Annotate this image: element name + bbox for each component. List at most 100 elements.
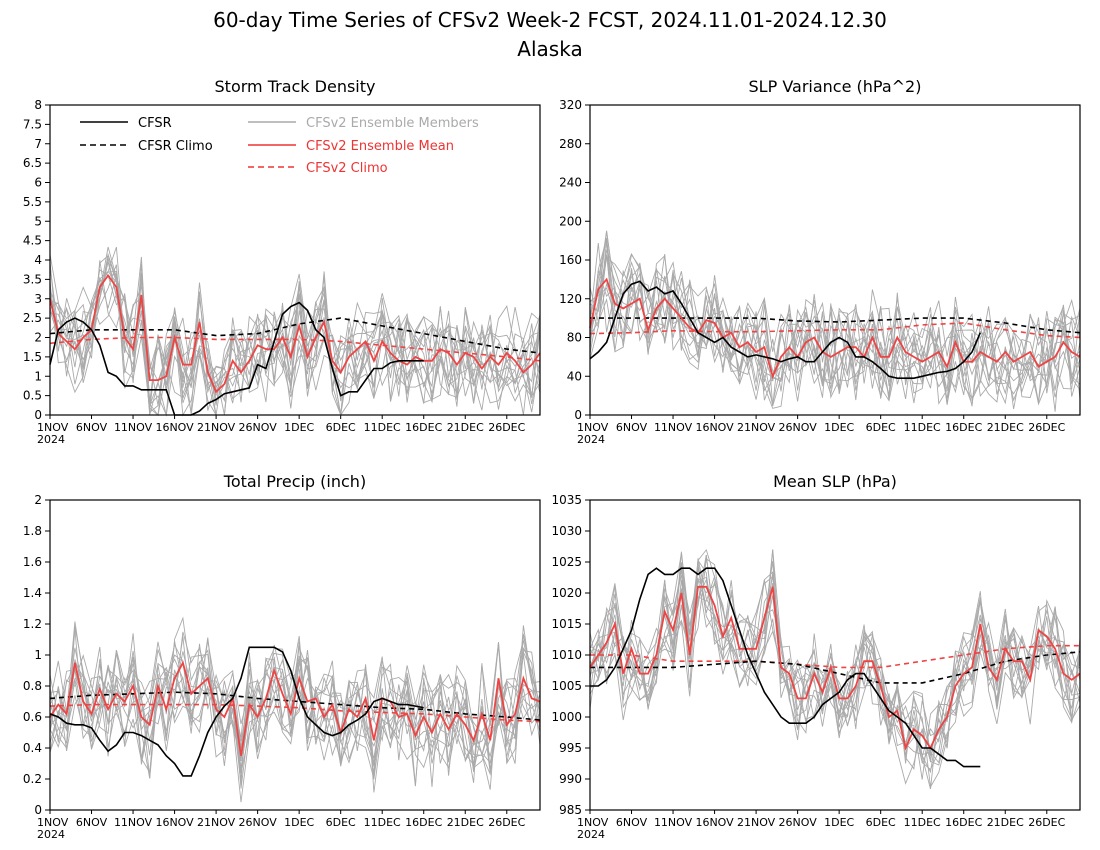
x-tick-label: 1NOV (37, 816, 69, 829)
main-subtitle: Alaska (517, 37, 582, 61)
y-tick-label: 1.8 (23, 524, 42, 538)
y-tick-label: 80 (567, 331, 582, 345)
x-tick-label: 26DEC (488, 421, 525, 434)
ensemble-member-line (589, 238, 1081, 407)
panel-4: Mean SLP (hPa) 985 990 995 1000 1005 1010 1015 1… (551, 472, 1081, 841)
y-tick-label: 1035 (551, 493, 582, 507)
ensemble-member-line (49, 271, 541, 404)
y-tick-label: 1.2 (23, 617, 42, 631)
x-tick-label: 16NOV (155, 421, 194, 434)
ensemble-member-line (49, 270, 541, 403)
y-tick-label: 280 (559, 137, 582, 151)
y-tick-label: 4 (34, 253, 42, 267)
x-tick-label: 6DEC (866, 816, 896, 829)
ensemble-member-line (49, 255, 541, 416)
plot-frame (589, 499, 1081, 811)
x-tick-label: 21NOV (737, 421, 776, 434)
series-cfsr-climo (590, 317, 1081, 334)
x-tick-label: 1DEC (824, 421, 854, 434)
panel-title: Mean SLP (hPa) (773, 472, 897, 491)
x-tick-label: 11DEC (364, 816, 401, 829)
x-tick-label: 1DEC (284, 421, 314, 434)
y-tick-label: 1.5 (23, 350, 42, 364)
x-tick-label: 1DEC (284, 816, 314, 829)
y-tick-label: 0.2 (23, 772, 42, 786)
x-tick-label: 21DEC (987, 421, 1024, 434)
x-tick-label: 26NOV (239, 421, 278, 434)
ensemble-member-line (49, 646, 541, 785)
y-tick-label: 0.5 (23, 389, 42, 403)
y-tick-label: 1 (34, 648, 42, 662)
ensemble-member-line (589, 549, 1081, 774)
x-tick-label: 11DEC (904, 816, 941, 829)
x-tick-label: 16DEC (405, 421, 442, 434)
y-tick-label: 0.6 (23, 710, 42, 724)
ensemble-member-line (589, 254, 1081, 407)
series-cfsv2-ensemble-mean (49, 660, 541, 756)
x-tick-label: 11NOV (114, 816, 153, 829)
y-tick-label: 1.4 (23, 586, 42, 600)
ensemble-members (589, 230, 1081, 412)
series-cfsr (49, 646, 424, 777)
panel-1: Storm Track Density 0 0.5 1 1.5 2 2.5 3 3.5 4 4.5 5… (23, 77, 541, 446)
ensemble-member-line (49, 631, 541, 779)
x-tick-label: 26NOV (779, 816, 818, 829)
x-tick-label: 11DEC (904, 421, 941, 434)
x-tick-label: 1NOV (577, 421, 609, 434)
y-tick-label: 1020 (551, 586, 582, 600)
panel-3: Total Precip (inch) 0 0.2 0.4 0.6 0.8 1 1.2 1.4 1… (23, 472, 541, 841)
series-cfsv2-climo (49, 703, 541, 723)
x-tick-label: 11NOV (114, 421, 153, 434)
plot-frame (49, 104, 541, 416)
x-tick-label: 26DEC (1028, 421, 1065, 434)
ensemble-member-line (589, 571, 1081, 780)
ensemble-member-line (49, 640, 541, 803)
panel-2: SLP Variance (hPa^2) 0 40 80 120 160 200 240 280… (559, 77, 1081, 446)
y-tick-label: 1025 (551, 555, 582, 569)
y-tick-label: 320 (559, 98, 582, 112)
x-year-label: 2024 (577, 433, 605, 446)
x-tick-label: 16DEC (405, 816, 442, 829)
x-tick-label: 16DEC (945, 816, 982, 829)
y-tick-label: 0 (574, 408, 582, 422)
panel-title: Storm Track Density (215, 77, 376, 96)
ensemble-member-line (589, 567, 1081, 790)
series-cfsv2-ensemble-mean (49, 273, 541, 394)
x-tick-label: 26NOV (239, 816, 278, 829)
y-tick-label: 40 (567, 369, 582, 383)
series-cfsr-climo (49, 691, 541, 721)
ensemble-members (49, 616, 541, 803)
y-tick-label: 0.4 (23, 741, 42, 755)
legend-label: CFSR Climo (138, 139, 213, 154)
y-tick-label: 5 (34, 214, 42, 228)
x-tick-label: 6NOV (76, 816, 108, 829)
panel-title: SLP Variance (hPa^2) (749, 77, 922, 96)
panel-title: Total Precip (inch) (223, 472, 366, 491)
series-cfsr-climo (590, 651, 1081, 684)
x-tick-label: 6NOV (616, 816, 648, 829)
y-tick-label: 6.5 (23, 156, 42, 170)
ensemble-members (589, 548, 1081, 790)
ensemble-member-line (589, 230, 1081, 405)
y-tick-label: 985 (559, 803, 582, 817)
ensemble-member-line (49, 256, 541, 417)
x-tick-label: 26DEC (488, 816, 525, 829)
x-tick-label: 26NOV (779, 421, 818, 434)
x-tick-label: 21NOV (197, 816, 236, 829)
y-tick-label: 6 (34, 176, 42, 190)
x-year-label: 2024 (577, 828, 605, 841)
legend-label: CFSv2 Ensemble Mean (306, 139, 454, 154)
y-tick-label: 160 (559, 253, 582, 267)
x-year-label: 2024 (37, 828, 65, 841)
x-tick-label: 11NOV (654, 816, 693, 829)
x-tick-label: 6DEC (326, 816, 356, 829)
x-tick-label: 6NOV (616, 421, 648, 434)
ensemble-member-line (589, 248, 1081, 412)
legend-label: CFSv2 Climo (306, 161, 388, 176)
y-tick-label: 2 (34, 493, 42, 507)
ensemble-member-line (589, 271, 1081, 405)
x-tick-label: 26DEC (1028, 816, 1065, 829)
x-tick-label: 16NOV (695, 816, 734, 829)
ensemble-member-line (589, 551, 1081, 763)
